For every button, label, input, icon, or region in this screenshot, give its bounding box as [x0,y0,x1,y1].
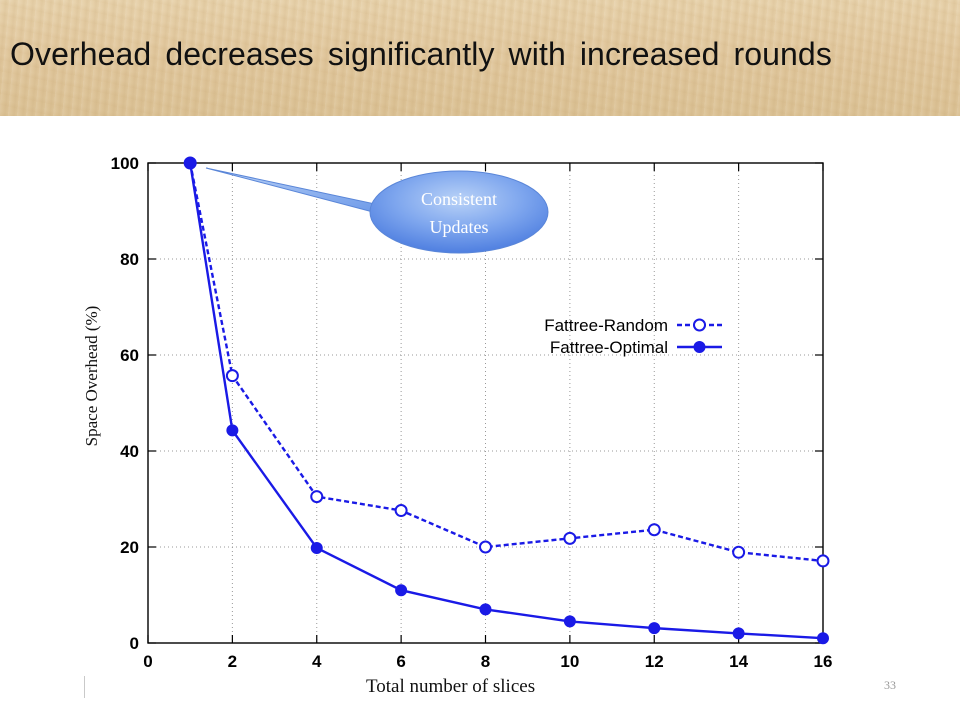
y-tick-label: 60 [120,346,139,365]
legend-marker [693,341,706,353]
y-tick-label: 0 [130,634,139,653]
y-axis-label: Space Overhead (%) [82,305,101,447]
y-tick-label: 100 [111,154,139,173]
x-tick-label: 2 [228,652,237,671]
data-point-random [563,531,577,545]
callout-line-1: Consistent [421,189,497,209]
data-point-random [816,554,830,568]
legend-marker [693,318,706,332]
data-point-optimal [184,157,197,169]
legend: Fattree-Random Fattree-Optimal [544,316,722,357]
data-point-random [647,523,661,537]
x-tick-label: 6 [396,652,405,671]
series-layer [183,156,830,645]
data-point-optimal [479,603,492,616]
data-point-random [732,545,746,559]
x-axis-label: Total number of slices [366,676,536,697]
data-point-random [394,504,408,518]
x-tick-label: 12 [645,652,664,671]
data-point-optimal [732,627,745,640]
y-tick-label: 40 [120,442,139,461]
legend-label: Fattree-Random [544,316,668,335]
series-line-random [189,162,824,563]
data-point-random [225,369,239,383]
page-number: 33 [884,678,896,692]
data-point-optimal [817,632,829,645]
divider-line [84,676,85,698]
data-point-optimal [648,622,661,635]
y-tick-label: 20 [120,538,139,557]
slide-title: Overhead decreases significantly with in… [10,36,832,72]
title-bar: Overhead decreases significantly with in… [0,0,960,116]
x-tick-label: 8 [481,652,490,671]
y-tick-label: 80 [120,250,139,269]
data-point-optimal [563,615,576,628]
x-tick-label: 0 [143,652,152,671]
data-point-random [479,540,492,554]
callout-line-2: Updates [430,217,489,237]
data-point-optimal [395,584,408,597]
callout-bubble [369,170,549,254]
callout: Consistent Updates [205,167,549,254]
legend-label: Fattree-Optimal [550,338,668,357]
data-point-optimal [310,541,323,554]
x-tick-label: 4 [312,652,322,671]
data-point-optimal [226,424,239,437]
data-point-random [310,490,324,504]
x-tick-label: 10 [560,652,579,671]
x-tick-label: 14 [729,652,748,671]
axis-layer: 0 2 4 6 8 10 12 14 16 0 20 40 60 80 100 [111,154,833,671]
xlabel-background [352,670,660,704]
x-tick-label: 16 [814,652,833,671]
callout-tail [205,167,376,213]
